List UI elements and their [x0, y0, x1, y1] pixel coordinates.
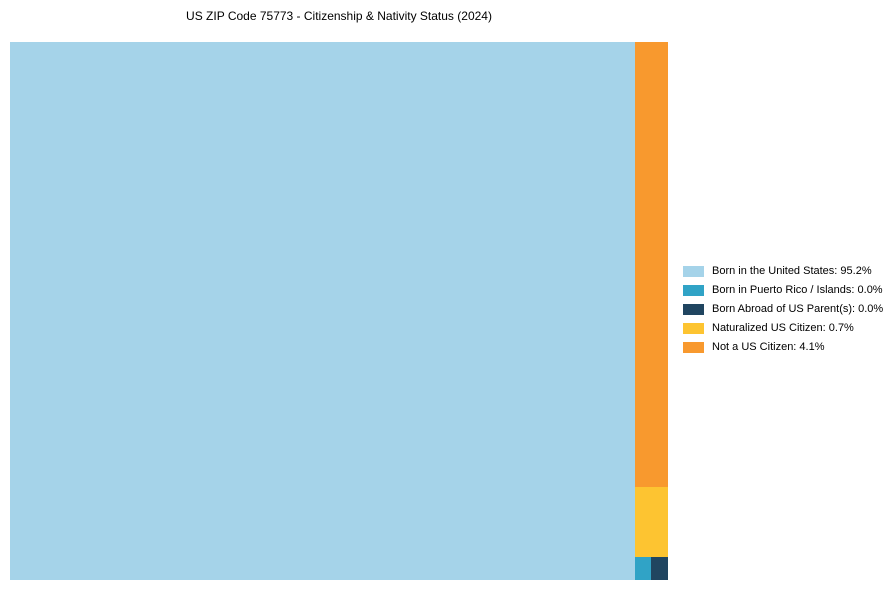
legend-swatch-born-in-us	[683, 266, 704, 277]
legend-item-naturalized-citizen: Naturalized US Citizen: 0.7%	[683, 323, 883, 334]
legend-swatch-born-in-pr-islands	[683, 285, 704, 296]
legend-item-born-abroad-us-parents: Born Abroad of US Parent(s): 0.0%	[683, 304, 883, 315]
legend-item-born-in-pr-islands: Born in Puerto Rico / Islands: 0.0%	[683, 285, 883, 296]
chart-legend: Born in the United States: 95.2% Born in…	[683, 266, 883, 353]
legend-swatch-born-abroad-us-parents	[683, 304, 704, 315]
legend-swatch-naturalized-citizen	[683, 323, 704, 334]
legend-label-born-in-us: Born in the United States: 95.2%	[712, 265, 872, 277]
legend-label-born-in-pr-islands: Born in Puerto Rico / Islands: 0.0%	[712, 284, 883, 296]
legend-label-born-abroad-us-parents: Born Abroad of US Parent(s): 0.0%	[712, 303, 884, 315]
treemap-segment-born-abroad-us-parents	[651, 557, 668, 580]
treemap-segment-not-a-citizen	[635, 42, 668, 487]
chart-title: US ZIP Code 75773 - Citizenship & Nativi…	[186, 9, 492, 23]
legend-item-born-in-us: Born in the United States: 95.2%	[683, 266, 883, 277]
treemap-plot-area	[10, 42, 668, 580]
treemap-segment-born-in-us	[10, 42, 635, 580]
treemap-segment-naturalized-citizen	[635, 487, 668, 557]
treemap-segment-born-in-pr-islands	[635, 557, 651, 580]
legend-swatch-not-a-citizen	[683, 342, 704, 353]
legend-label-not-a-citizen: Not a US Citizen: 4.1%	[712, 341, 825, 353]
legend-label-naturalized-citizen: Naturalized US Citizen: 0.7%	[712, 322, 854, 334]
legend-item-not-a-citizen: Not a US Citizen: 4.1%	[683, 342, 883, 353]
